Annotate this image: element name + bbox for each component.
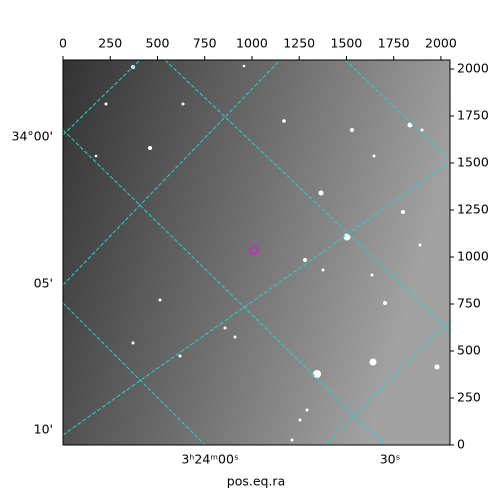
dec-tick-label: 10' [34, 422, 53, 437]
x-tick-label: 1750 [378, 36, 410, 51]
x-tick-label: 750 [193, 36, 217, 51]
x-axis-label: pos.eq.ra [227, 474, 285, 489]
y-tick-label: 500 [457, 343, 481, 358]
x-tick-label: 2000 [425, 36, 457, 51]
stars [94, 64, 440, 442]
x-tick-label: 1000 [236, 36, 268, 51]
y-tick-label: 1750 [457, 108, 489, 123]
x-tick-label: 250 [98, 36, 122, 51]
y-tick-label: 250 [457, 390, 481, 405]
dec-tick-label: 05' [34, 276, 53, 291]
x-tick-label: 0 [59, 36, 67, 51]
y-tick-label: 1500 [457, 155, 489, 170]
y-tick-label: 1250 [457, 202, 489, 217]
x-tick-label: 1500 [331, 36, 363, 51]
target-marker [249, 245, 259, 255]
y-tick-label: 0 [457, 437, 465, 452]
x-tick-label: 1250 [283, 36, 315, 51]
y-tick-label: 750 [457, 296, 481, 311]
y-tick-label: 2000 [457, 61, 489, 76]
coordinate-grid [63, 60, 450, 445]
y-tick-label: 1000 [457, 249, 489, 264]
axes-frame [62, 59, 451, 446]
x-tick-label: 500 [146, 36, 170, 51]
ra-tick-label: 30ˢ [380, 452, 401, 467]
dec-tick-label: 34°00' [12, 129, 54, 144]
ra-tick-label: 3ʰ24ᵐ00ˢ [181, 452, 238, 467]
